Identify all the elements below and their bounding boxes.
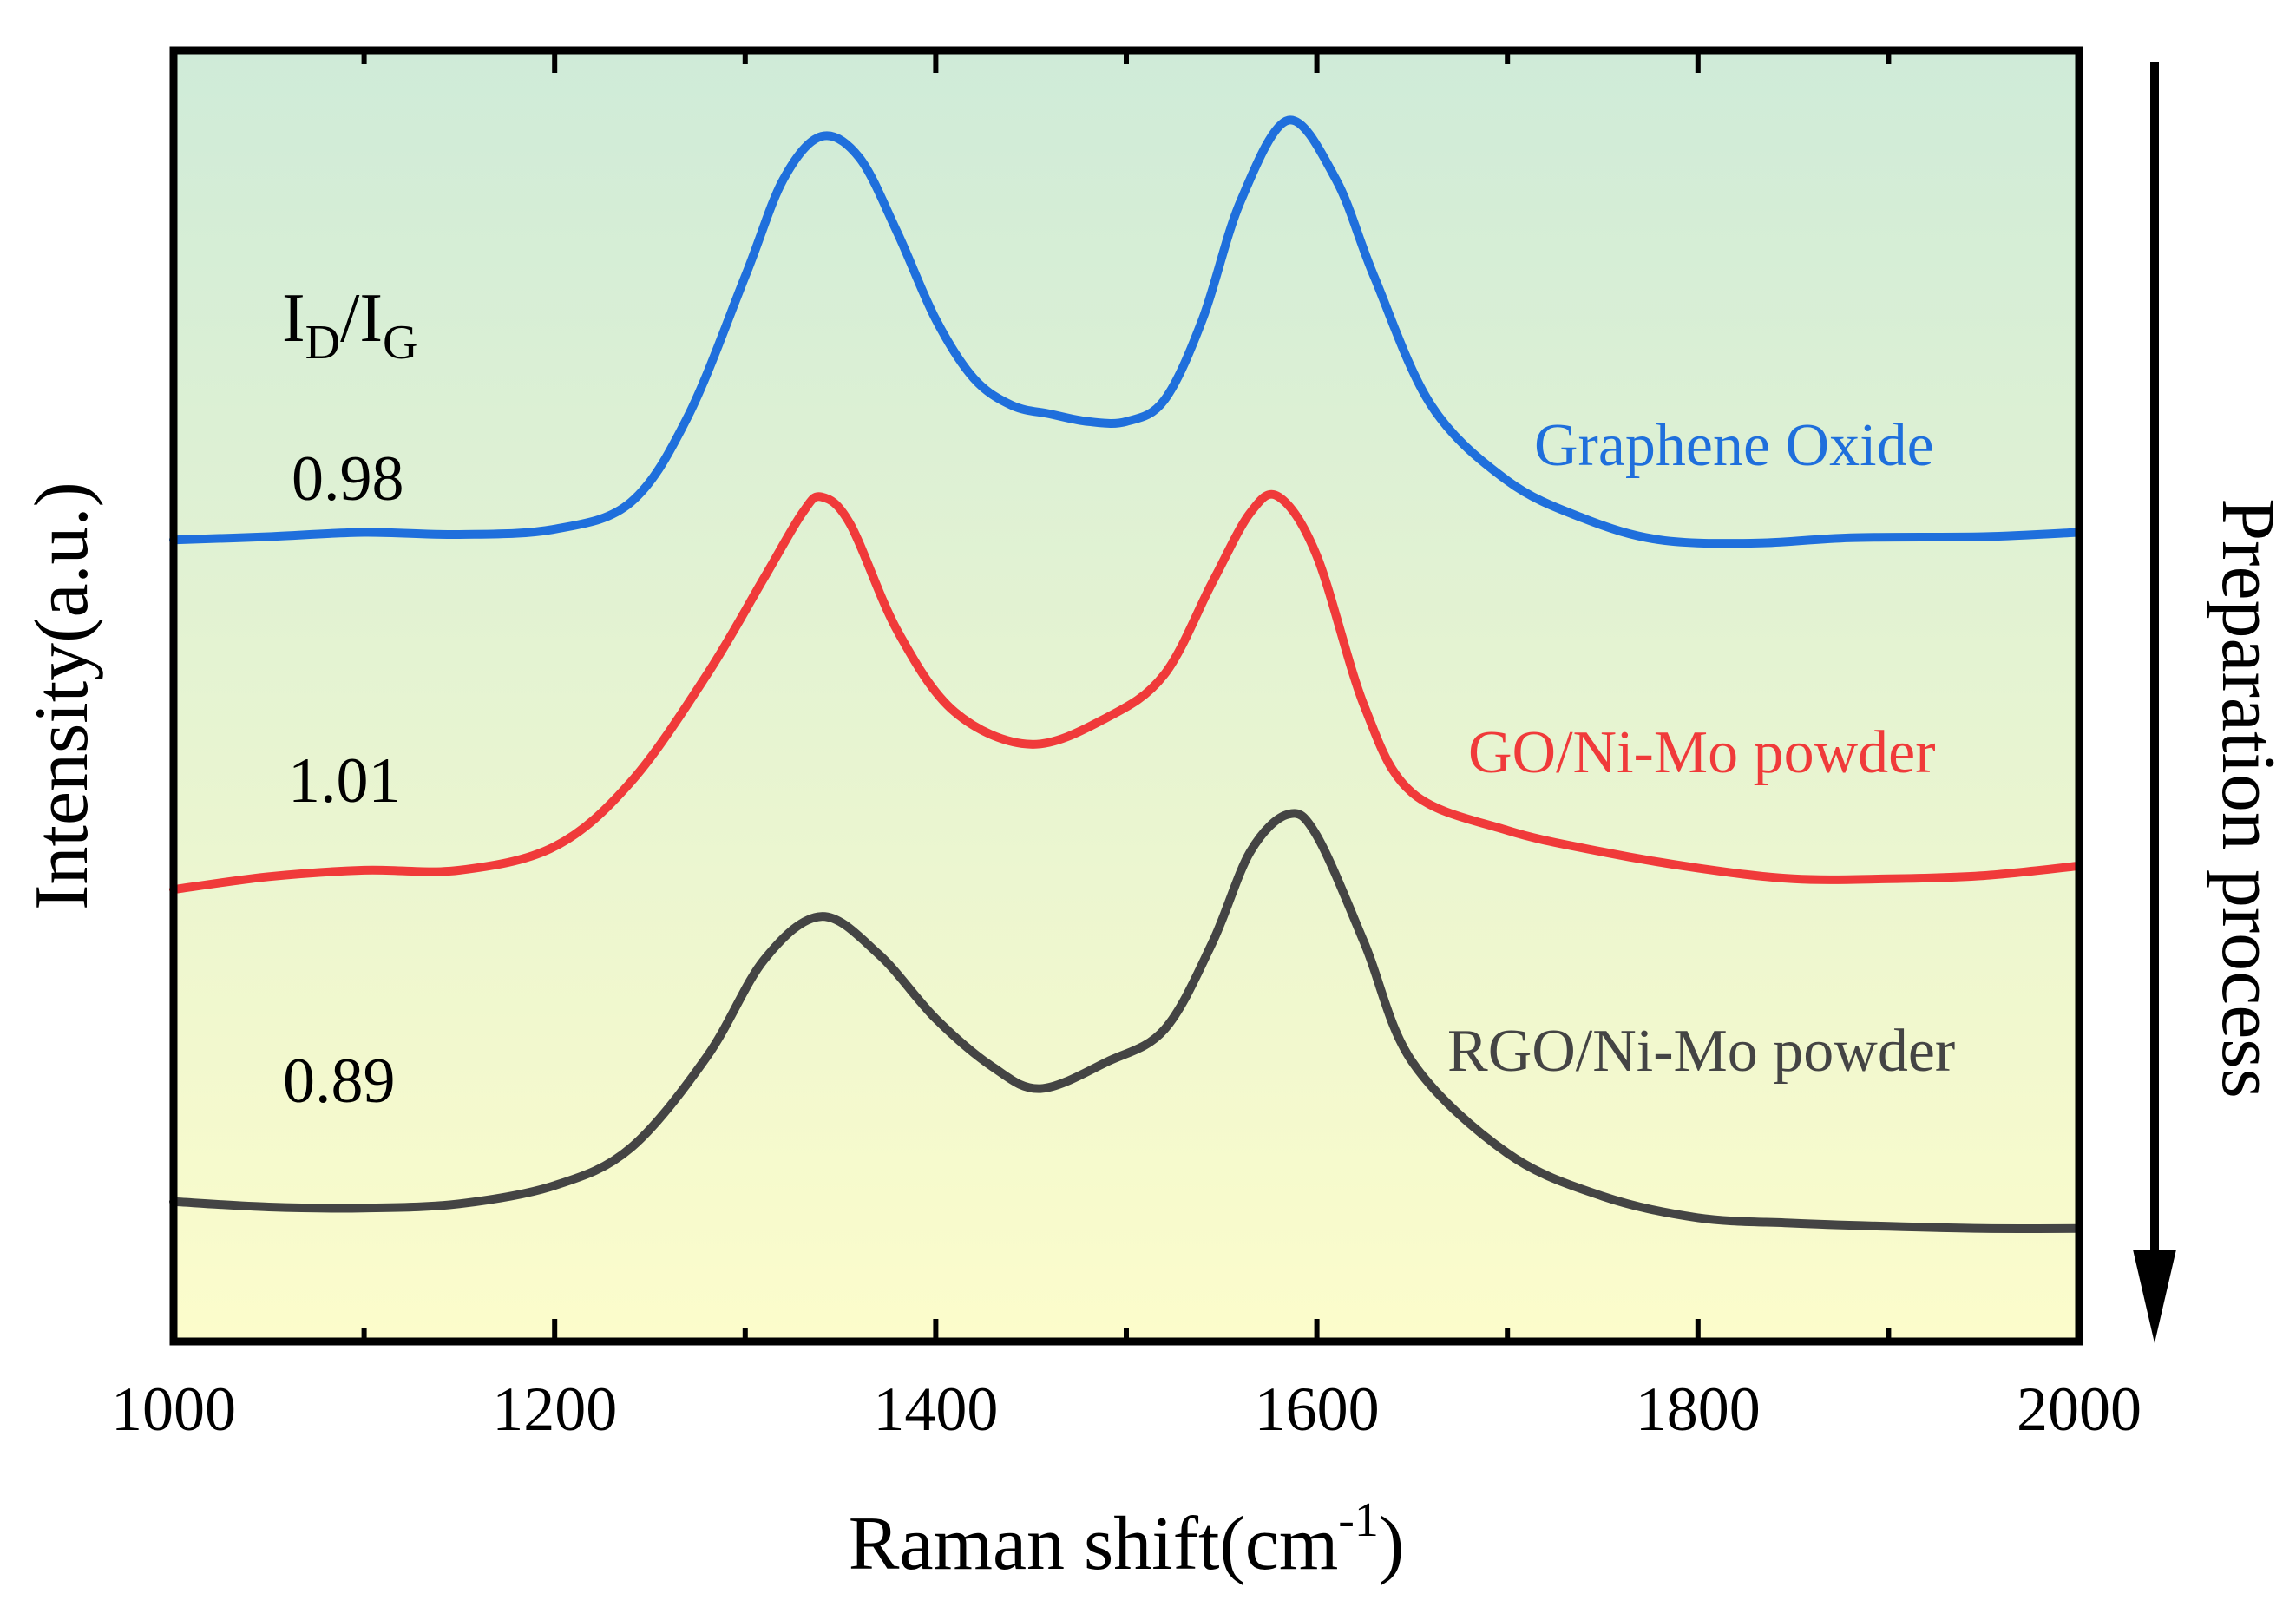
arrow-label: Preparation process <box>2206 498 2290 1099</box>
x-axis-ticks: 1000 1200 1400 1600 1800 2000 <box>111 50 2142 1444</box>
ratio-value-graphene-oxide: 0.98 <box>292 443 404 515</box>
ratio-header-i2: I <box>359 280 383 357</box>
svg-text:ID/IG: ID/IG <box>282 280 417 370</box>
x-tick-label: 2000 <box>2017 1374 2142 1444</box>
ratio-header-slash: / <box>340 280 360 357</box>
y-axis-title: Intensity(a.u.) <box>20 482 104 910</box>
series-label-go-ni-mo: GO/Ni-Mo powder <box>1468 719 1936 786</box>
ratio-header-sub-g: G <box>383 316 417 370</box>
x-tick-label: 1800 <box>1636 1374 1761 1444</box>
ratio-header-i1: I <box>282 280 305 357</box>
ratio-header: ID/IG <box>282 280 417 370</box>
ratio-value-rgo-ni-mo: 0.89 <box>283 1046 396 1117</box>
process-arrow-head <box>2133 1250 2176 1343</box>
ratio-header-sub-d: D <box>305 316 340 370</box>
series-line-graphene-oxide <box>169 115 2083 548</box>
series-line-rgo-ni-mo-powder <box>169 809 2083 1233</box>
series-line-go-ni-mo-powder <box>169 489 2083 895</box>
x-axis-title-sup: -1 <box>1338 1493 1379 1547</box>
x-axis-title-main: Raman shift(cm <box>849 1502 1339 1586</box>
x-axis-title: Raman shift(cm-1) <box>849 1493 1405 1586</box>
series-layer <box>169 115 2083 1233</box>
series-label-graphene-oxide: Graphene Oxide <box>1534 412 1934 479</box>
ratio-value-go-ni-mo: 1.01 <box>288 745 401 817</box>
x-tick-label: 1000 <box>111 1374 236 1444</box>
series-label-rgo-ni-mo: RGO/Ni-Mo powder <box>1447 1018 1955 1085</box>
x-tick-label: 1600 <box>1255 1374 1380 1444</box>
x-tick-label: 1400 <box>873 1374 998 1444</box>
x-axis-title-end: ) <box>1379 1502 1404 1586</box>
plot-background <box>174 50 2079 1341</box>
x-tick-label: 1200 <box>492 1374 617 1444</box>
plot-frame <box>169 46 2083 1346</box>
